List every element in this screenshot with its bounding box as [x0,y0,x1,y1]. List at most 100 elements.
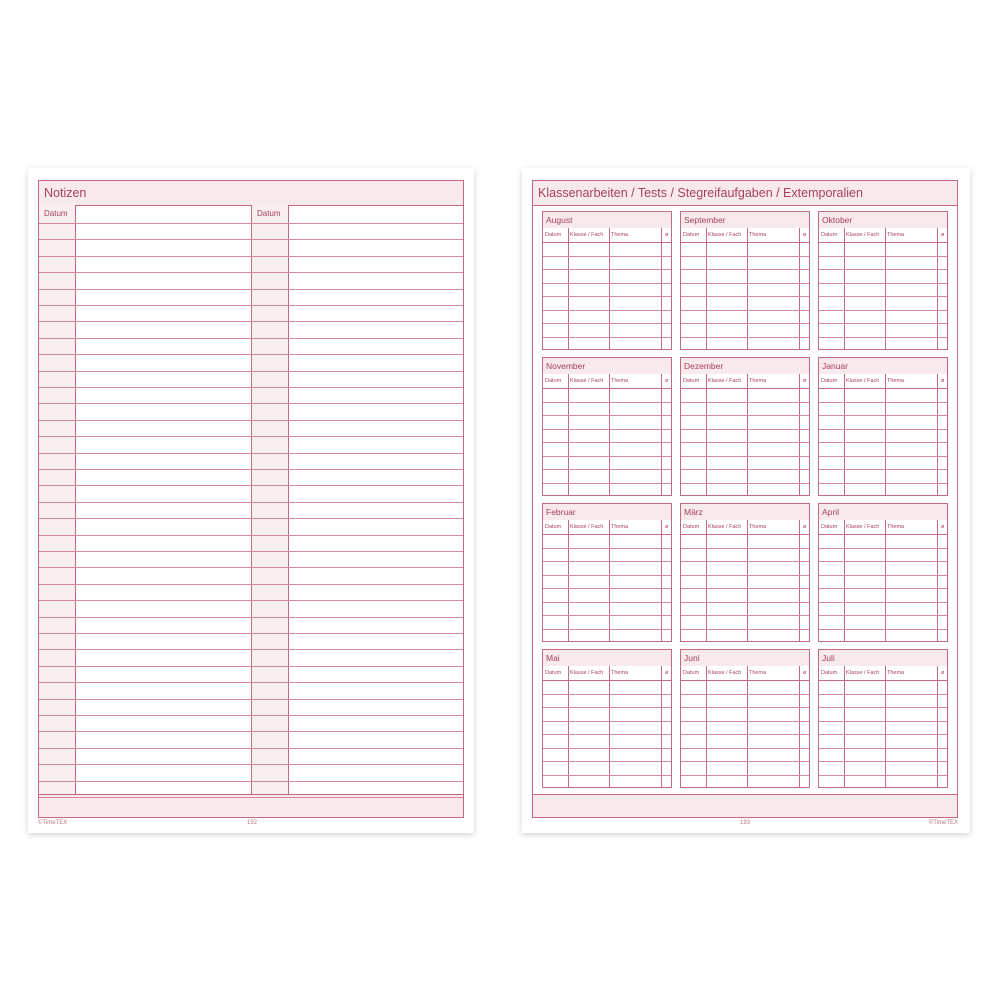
ruled-line [681,734,809,735]
month-title: Januar [819,358,947,375]
ruled-line [681,442,809,443]
ruled-line [819,309,947,311]
month-title: Oktober [819,212,947,229]
ruled-line [39,567,463,569]
column-header-datum: Datum [545,378,562,384]
divider [609,666,610,787]
ruled-line [681,747,809,749]
ruled-line [39,551,463,552]
column-header-thema: Thema [611,378,629,384]
ruled-line [819,282,947,284]
divider [706,228,707,349]
ruled-line [543,401,671,403]
ruled-line [39,780,463,782]
divider [706,520,707,641]
ruled-line [543,455,671,457]
month-table: Oktober Datum Klasse / Fach Thema ø [818,211,948,350]
divider [609,374,610,495]
ruled-line [39,239,463,241]
ruled-line [681,615,809,616]
column-header-datum: Datum [683,670,700,676]
ruled-line [39,501,463,503]
ruled-line [681,309,809,311]
ruled-line [39,436,463,438]
ruled-line [819,774,947,776]
footer-band [533,794,957,817]
ruled-line [39,305,463,306]
month-title: Juni [681,650,809,667]
month-table: April Datum Klasse / Fach Thema ø [818,503,948,642]
column-header-klasse: Klasse / Fach [846,378,880,384]
column-header-thema: Thema [887,378,905,384]
column-header-note: ø [803,232,807,238]
page-number: 193 [740,820,751,826]
column-header-datum: Datum [44,209,68,218]
ruled-line [39,534,463,536]
ruled-line [681,428,809,430]
divider [568,666,569,787]
column-header-datum: Datum [821,524,838,530]
ruled-line [681,561,809,562]
month-title: Dezember [681,358,809,375]
ruled-line [39,698,463,700]
divider [844,520,845,641]
column-header-note: ø [941,232,945,238]
divider [885,666,886,787]
column-header-row [819,520,947,535]
month-table: Dezember Datum Klasse / Fach Thema ø [680,357,810,496]
ruled-line [543,296,671,297]
ruled-line [543,774,671,776]
column-header-row [681,520,809,535]
ruled-line [39,419,463,421]
column-header-note: ø [803,524,807,530]
column-header-datum: Datum [683,232,700,238]
month-table: Januar Datum Klasse / Fach Thema ø [818,357,948,496]
column-header-klasse: Klasse / Fach [708,524,742,530]
ruled-line [681,336,809,338]
ruled-line [39,583,463,585]
column-header-note: ø [665,232,669,238]
divider [885,520,886,641]
ruled-line [543,615,671,616]
month-table: Juni Datum Klasse / Fach Thema ø [680,649,810,788]
column-header-datum: Datum [545,232,562,238]
column-header-row [819,228,947,243]
ruled-line [39,518,463,520]
ruled-line [39,272,463,274]
column-header-datum: Datum [257,209,281,218]
divider [937,374,938,495]
column-header-row [543,374,671,389]
ruled-line [39,403,463,405]
ruled-line [681,455,809,457]
ruled-line [681,707,809,708]
divider [568,520,569,641]
column-header-row [819,374,947,389]
ruled-line [543,442,671,443]
ruled-line [543,588,671,589]
column-header-note: ø [665,670,669,676]
divider [844,374,845,495]
ruled-line [39,370,463,372]
month-title: Juli [819,650,947,667]
column-header-row [543,666,671,681]
ruled-line [39,600,463,602]
divider [661,666,662,787]
copyright: ©TimeTEX [38,820,68,826]
ruled-line [39,255,463,257]
column-header-datum: Datum [821,670,838,676]
column-header-thema: Thema [749,670,767,676]
ruled-line [681,588,809,589]
month-table: Februar Datum Klasse / Fach Thema ø [542,503,672,642]
ruled-line [681,269,809,270]
ruled-line [819,401,947,403]
column-header-row [681,228,809,243]
month-table: Juli Datum Klasse / Fach Thema ø [818,649,948,788]
ruled-line [681,282,809,284]
ruled-line [681,628,809,630]
month-table: August Datum Klasse / Fach Thema ø [542,211,672,350]
column-header-note: ø [803,378,807,384]
ruled-line [543,761,671,762]
ruled-line [543,469,671,470]
column-header-note: ø [941,670,945,676]
datum-column-shade [252,205,289,795]
